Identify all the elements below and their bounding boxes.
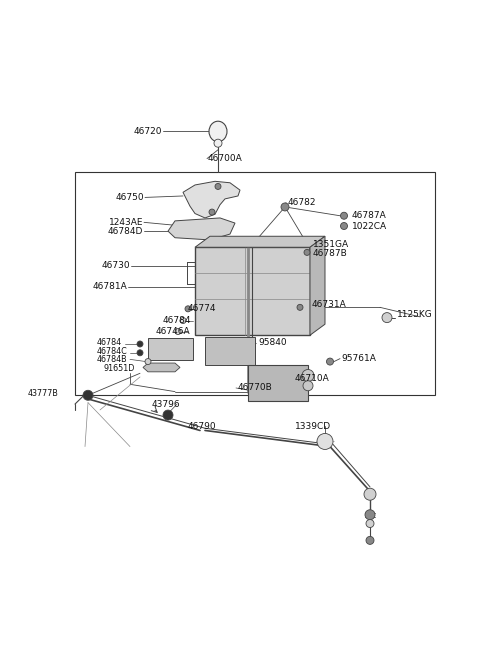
Text: 46731A: 46731A (312, 300, 347, 309)
Text: 95761A: 95761A (341, 354, 376, 363)
Text: 46784D: 46784D (108, 227, 143, 236)
Circle shape (382, 312, 392, 323)
Polygon shape (195, 236, 325, 247)
Circle shape (365, 510, 375, 519)
Text: 43796: 43796 (152, 400, 180, 409)
Circle shape (303, 381, 313, 391)
Text: 46787A: 46787A (352, 210, 387, 219)
Circle shape (340, 212, 348, 219)
Circle shape (281, 203, 289, 211)
Circle shape (180, 318, 186, 324)
Text: 46781A: 46781A (92, 282, 127, 291)
Bar (75, 172, 435, 395)
Text: 46787B: 46787B (313, 249, 348, 257)
Circle shape (137, 350, 143, 356)
Text: 46790: 46790 (188, 422, 216, 430)
Text: 46700A: 46700A (208, 154, 243, 163)
Text: 46784C: 46784C (97, 346, 128, 356)
Text: 46750: 46750 (115, 193, 144, 202)
Circle shape (366, 519, 374, 527)
Polygon shape (183, 181, 240, 218)
Circle shape (304, 250, 310, 255)
Circle shape (366, 536, 374, 544)
Text: 46782: 46782 (288, 198, 316, 207)
Circle shape (317, 434, 333, 449)
Text: 46746A: 46746A (156, 327, 191, 336)
Bar (248, 365, 308, 401)
Text: 46710A: 46710A (295, 374, 330, 383)
Text: 46774: 46774 (188, 305, 216, 313)
Circle shape (83, 390, 93, 400)
Circle shape (145, 358, 151, 365)
Circle shape (297, 305, 303, 310)
Polygon shape (310, 236, 325, 335)
Polygon shape (168, 218, 235, 240)
Text: 43777B: 43777B (28, 389, 59, 398)
Bar (205, 337, 255, 365)
Text: 95840: 95840 (258, 338, 287, 347)
Text: 1339CD: 1339CD (295, 422, 331, 430)
Text: 46730: 46730 (101, 261, 130, 270)
Text: 1351GA: 1351GA (313, 240, 349, 249)
Text: 46770B: 46770B (238, 383, 273, 392)
Circle shape (137, 341, 143, 347)
Circle shape (214, 140, 222, 147)
Text: 91651D: 91651D (103, 364, 134, 373)
Text: 1022CA: 1022CA (352, 221, 387, 231)
Bar (195, 247, 310, 335)
Text: 1243AE: 1243AE (108, 218, 143, 227)
Bar (148, 338, 193, 360)
Text: 46784B: 46784B (97, 355, 128, 364)
Ellipse shape (209, 121, 227, 141)
Text: 46784: 46784 (97, 338, 122, 347)
Circle shape (326, 358, 334, 365)
Circle shape (209, 209, 215, 215)
Circle shape (215, 183, 221, 189)
Circle shape (185, 306, 191, 312)
Circle shape (302, 369, 314, 381)
Circle shape (175, 329, 181, 335)
Circle shape (364, 488, 376, 500)
Text: 46784: 46784 (163, 316, 192, 325)
Text: 46720: 46720 (133, 127, 162, 136)
Polygon shape (143, 363, 180, 372)
Text: 1125KG: 1125KG (397, 310, 433, 319)
Circle shape (340, 223, 348, 229)
Circle shape (163, 410, 173, 420)
